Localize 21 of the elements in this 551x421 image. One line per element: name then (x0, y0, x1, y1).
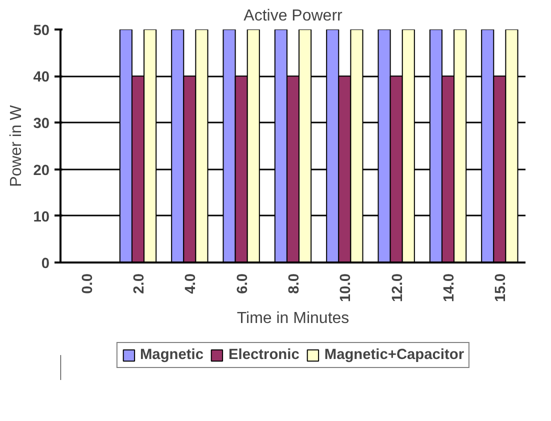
legend-label: Electronic (228, 347, 300, 363)
y-tick-label: 50 (33, 23, 50, 39)
x-tick-label: 6.0 (234, 274, 251, 294)
x-tick-label: 15.0 (493, 273, 510, 302)
x-tick-label: 12.0 (390, 273, 406, 302)
x-axis-title: Time in Minutes (236, 310, 350, 328)
y-tick-label: 10 (33, 209, 50, 226)
y-tick-label: 40 (33, 70, 50, 86)
legend-label: Magnetic+Capacitor (324, 347, 464, 363)
x-tick-label: 14.0 (442, 273, 458, 302)
chart-title: Active Powerr (244, 8, 344, 24)
x-tick-label: 8.0 (286, 274, 302, 294)
x-tick-label: 0.0 (80, 274, 96, 294)
x-tick-label: 10.0 (338, 273, 354, 302)
x-tick-label: 4.0 (183, 274, 200, 294)
y-tick-label: 0 (41, 256, 50, 272)
y-tick-label: 30 (33, 116, 50, 132)
x-tick-label: 2.0 (132, 274, 148, 294)
legend-label: Magnetic (140, 347, 204, 363)
y-axis-title: Power in W (8, 104, 26, 187)
y-tick-label: 20 (33, 162, 50, 179)
